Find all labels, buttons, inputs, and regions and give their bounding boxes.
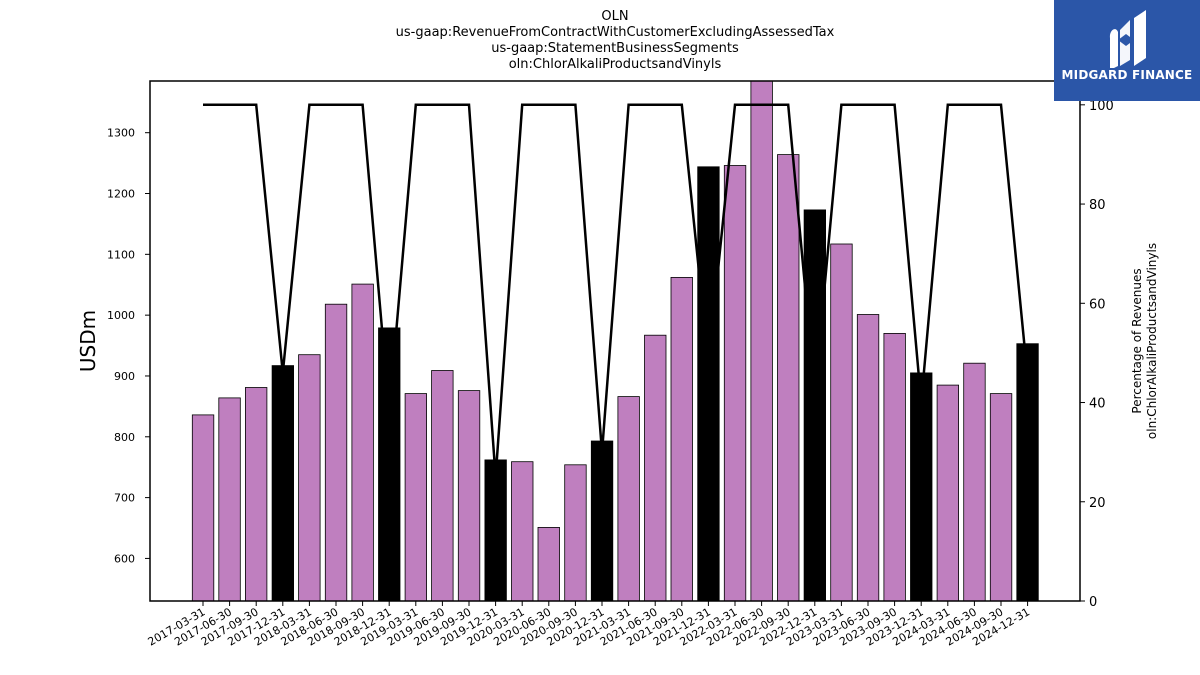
y-axis-right: 0 20 40 60 80 100	[1080, 99, 1114, 610]
y-tick-label: 1300	[107, 127, 135, 140]
bar	[617, 396, 640, 601]
bar	[564, 464, 587, 601]
chart-title: OLNus-gaap:RevenueFromContractWithCustom…	[396, 9, 835, 72]
bar	[324, 303, 348, 601]
bar	[830, 243, 853, 601]
bar	[537, 527, 560, 601]
bar	[590, 440, 614, 601]
bar	[378, 327, 401, 601]
y2-tick-label: 100	[1089, 99, 1114, 114]
brand-logo: MIDGARD FINANCE	[1054, 0, 1200, 101]
y2-tick-label: 0	[1089, 595, 1097, 610]
bar	[856, 314, 880, 601]
bar	[670, 276, 693, 601]
bar	[723, 165, 747, 601]
y-tick-label: 1200	[107, 188, 135, 201]
bar	[803, 209, 826, 601]
y-tick-label: 700	[114, 492, 135, 505]
bar	[963, 362, 986, 601]
bar	[989, 393, 1013, 601]
y-tick-label: 1100	[107, 248, 135, 261]
bar	[883, 332, 906, 601]
chart-title-line: us-gaap:RevenueFromContractWithCustomerE…	[396, 25, 835, 40]
y-tick-label: 600	[114, 552, 135, 565]
bar	[644, 334, 667, 601]
chart-title-line: us-gaap:StatementBusinessSegments	[491, 41, 739, 56]
y2-axis-label: Percentage of Revenues oln:ChlorAlkaliPro…	[1130, 243, 1159, 439]
y-tick-label: 800	[114, 431, 135, 444]
bar-series	[191, 81, 1039, 601]
y2-tick-label: 40	[1089, 397, 1106, 412]
y2-tick-label: 20	[1089, 496, 1106, 511]
bar	[777, 154, 800, 601]
chart-title-line: OLN	[601, 9, 628, 24]
bar	[697, 166, 720, 601]
bar	[750, 81, 773, 601]
midgard-logo-icon	[1109, 10, 1146, 68]
x-axis: 2017-03-312017-06-302017-09-302017-12-31…	[146, 601, 1032, 649]
bar	[191, 414, 215, 601]
plot-frame	[149, 80, 1081, 602]
y-tick-label: 1000	[107, 309, 135, 322]
bar	[484, 459, 507, 601]
y2-tick-label: 60	[1089, 297, 1106, 312]
bar	[218, 397, 241, 601]
y2-axis-label-line: Percentage of Revenues	[1130, 268, 1144, 413]
bar	[271, 365, 295, 601]
y2-axis-label-line: oln:ChlorAlkaliProductsandVinyls	[1145, 243, 1159, 439]
y-axis-left: 600 700 800 900 1000 1100 1200 1300	[107, 127, 150, 565]
brand-name: MIDGARD FINANCE	[1061, 68, 1193, 82]
bar	[910, 372, 933, 601]
bar	[351, 283, 374, 601]
percentage-line	[203, 103, 1029, 478]
bar	[936, 384, 959, 601]
bar	[404, 393, 428, 601]
y-axis-label: USDm	[76, 310, 100, 372]
chart-title-line: oln:ChlorAlkaliProductsandVinyls	[509, 57, 722, 72]
percentage-line-series	[203, 103, 1029, 478]
bar	[244, 387, 268, 601]
bar	[457, 390, 481, 601]
bar	[511, 461, 534, 601]
y2-tick-label: 80	[1089, 198, 1106, 213]
bar	[1016, 343, 1039, 601]
bar	[431, 370, 454, 601]
y-tick-label: 900	[114, 370, 135, 383]
bar	[298, 354, 321, 601]
